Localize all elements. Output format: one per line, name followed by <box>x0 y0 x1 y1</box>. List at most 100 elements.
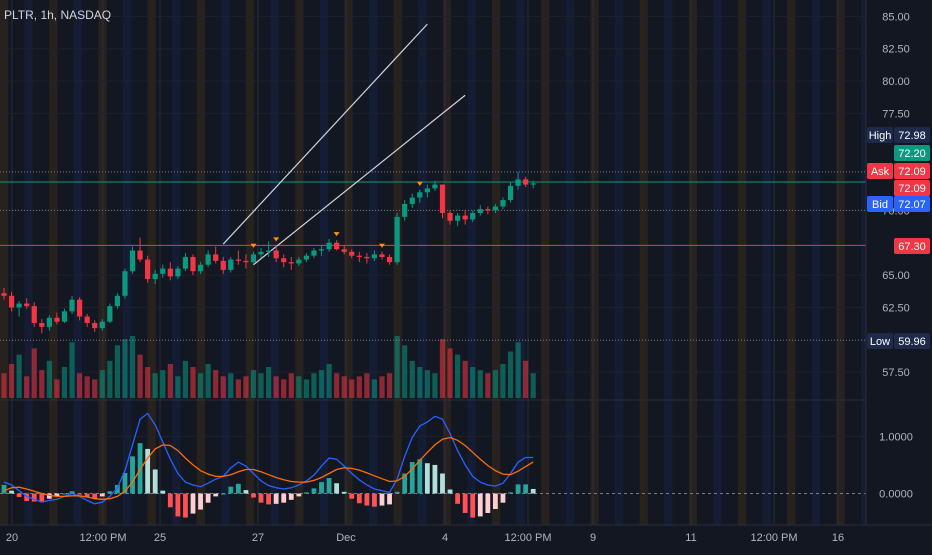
macd-histogram-bar <box>523 484 529 494</box>
candle-body <box>92 322 98 329</box>
volume-bar <box>394 336 400 398</box>
session-band <box>24 0 33 525</box>
macd-histogram-bar <box>77 493 82 495</box>
candle-body <box>500 200 506 207</box>
volume-bar <box>54 379 60 398</box>
session-band <box>492 0 501 525</box>
macd-histogram-bar <box>432 464 438 494</box>
session-band <box>541 0 550 525</box>
macd-histogram-bar <box>266 493 271 505</box>
signal-marker <box>273 237 280 242</box>
macd-histogram-bar <box>341 491 347 494</box>
volume-bar <box>432 373 438 398</box>
candle-body <box>243 260 249 263</box>
candle-body <box>477 209 483 213</box>
candle-body <box>235 259 241 261</box>
trendlines[interactable] <box>222 23 466 266</box>
volume-bar <box>356 376 362 398</box>
volume-bar <box>99 370 105 398</box>
session-band <box>270 0 279 525</box>
candle-body <box>213 254 219 261</box>
price-badge-tag <box>867 127 893 143</box>
macd-histogram-bar <box>304 492 309 494</box>
volume-bar <box>371 379 378 398</box>
macd-histogram-bar <box>9 490 14 494</box>
volume-bar <box>197 373 204 398</box>
macd-histogram-bar <box>243 490 249 494</box>
volume-bar <box>266 367 272 398</box>
macd-histogram-bar <box>394 491 400 494</box>
macd-histogram-bar <box>198 493 203 510</box>
macd-histogram-bar <box>477 493 483 517</box>
volume-bar <box>24 376 30 398</box>
price-badge-value: 72.09 <box>898 183 926 195</box>
macd-histogram-bar <box>424 463 430 494</box>
candle-body <box>379 254 385 257</box>
volume-panel <box>1 336 536 398</box>
volume-bar <box>39 370 45 398</box>
macd-histogram-bar <box>122 472 128 494</box>
macd-histogram-bar <box>409 462 415 494</box>
volume-bar <box>122 339 128 398</box>
candle-body <box>470 212 476 220</box>
macd-histogram-bar <box>311 488 317 494</box>
volume-bar <box>523 360 529 398</box>
candles[interactable] <box>1 171 536 334</box>
candle-body <box>160 268 166 274</box>
macd-tick-label: 1.0000 <box>879 431 913 443</box>
volume-bar <box>190 367 196 398</box>
price-badge-tag-text: Low <box>870 336 890 348</box>
candle-body <box>69 299 75 312</box>
macd-histogram-bar <box>485 493 491 513</box>
time-axis: 20 12:00 PM 25 27 Dec 4 12:00 PM 9 11 12:00 PM 16 <box>0 524 932 544</box>
session-band <box>664 0 673 525</box>
macd-histogram-bar <box>508 492 513 494</box>
macd-histogram-bar <box>440 473 445 494</box>
candle-body <box>205 254 211 265</box>
volume-bar <box>273 376 279 398</box>
volume-bar <box>318 370 325 398</box>
volume-bar <box>175 376 181 398</box>
candle-body <box>371 254 378 259</box>
volume-bar <box>439 339 446 398</box>
macd-histogram-bar <box>160 490 166 494</box>
candle-body <box>334 242 340 250</box>
session-band <box>787 0 796 525</box>
macd-histogram-bar <box>130 456 135 494</box>
price-badge <box>894 180 930 196</box>
volume-bar <box>77 373 83 398</box>
candle-body <box>273 250 279 259</box>
candle-body <box>507 185 514 201</box>
candle-body <box>386 256 393 263</box>
candle-body <box>318 249 325 251</box>
price-badge-tag-text: Ask <box>871 166 890 178</box>
macd-histogram-bar <box>84 493 90 497</box>
time-tick-label: 12:00 PM <box>79 532 126 544</box>
volume-bar <box>258 373 264 398</box>
macd-histogram-bar <box>46 493 52 499</box>
macd-histogram-bar <box>349 493 355 499</box>
candle-body <box>341 249 347 252</box>
candle-body <box>326 242 332 250</box>
volume-bar <box>84 376 90 398</box>
signal-markers <box>250 181 423 248</box>
macd-histogram-bar <box>251 493 256 498</box>
session-band <box>713 0 722 525</box>
price-tick-label: 77.50 <box>882 108 910 120</box>
candle-body <box>417 192 423 198</box>
price-badge-value: 72.20 <box>898 148 926 160</box>
macd-histogram-bar <box>288 493 294 500</box>
macd-histogram-bar <box>455 493 460 504</box>
candle-body <box>129 250 136 272</box>
macd-histogram-bar <box>326 478 332 494</box>
candle-body <box>24 303 30 307</box>
session-band <box>467 0 476 525</box>
candle-body <box>107 306 113 322</box>
macd-histogram-bar <box>228 486 234 494</box>
session-band <box>516 0 525 525</box>
volume-bar <box>69 342 75 398</box>
macd-histogram-bar <box>296 493 302 497</box>
time-tick-label: 12:00 PM <box>504 532 551 544</box>
